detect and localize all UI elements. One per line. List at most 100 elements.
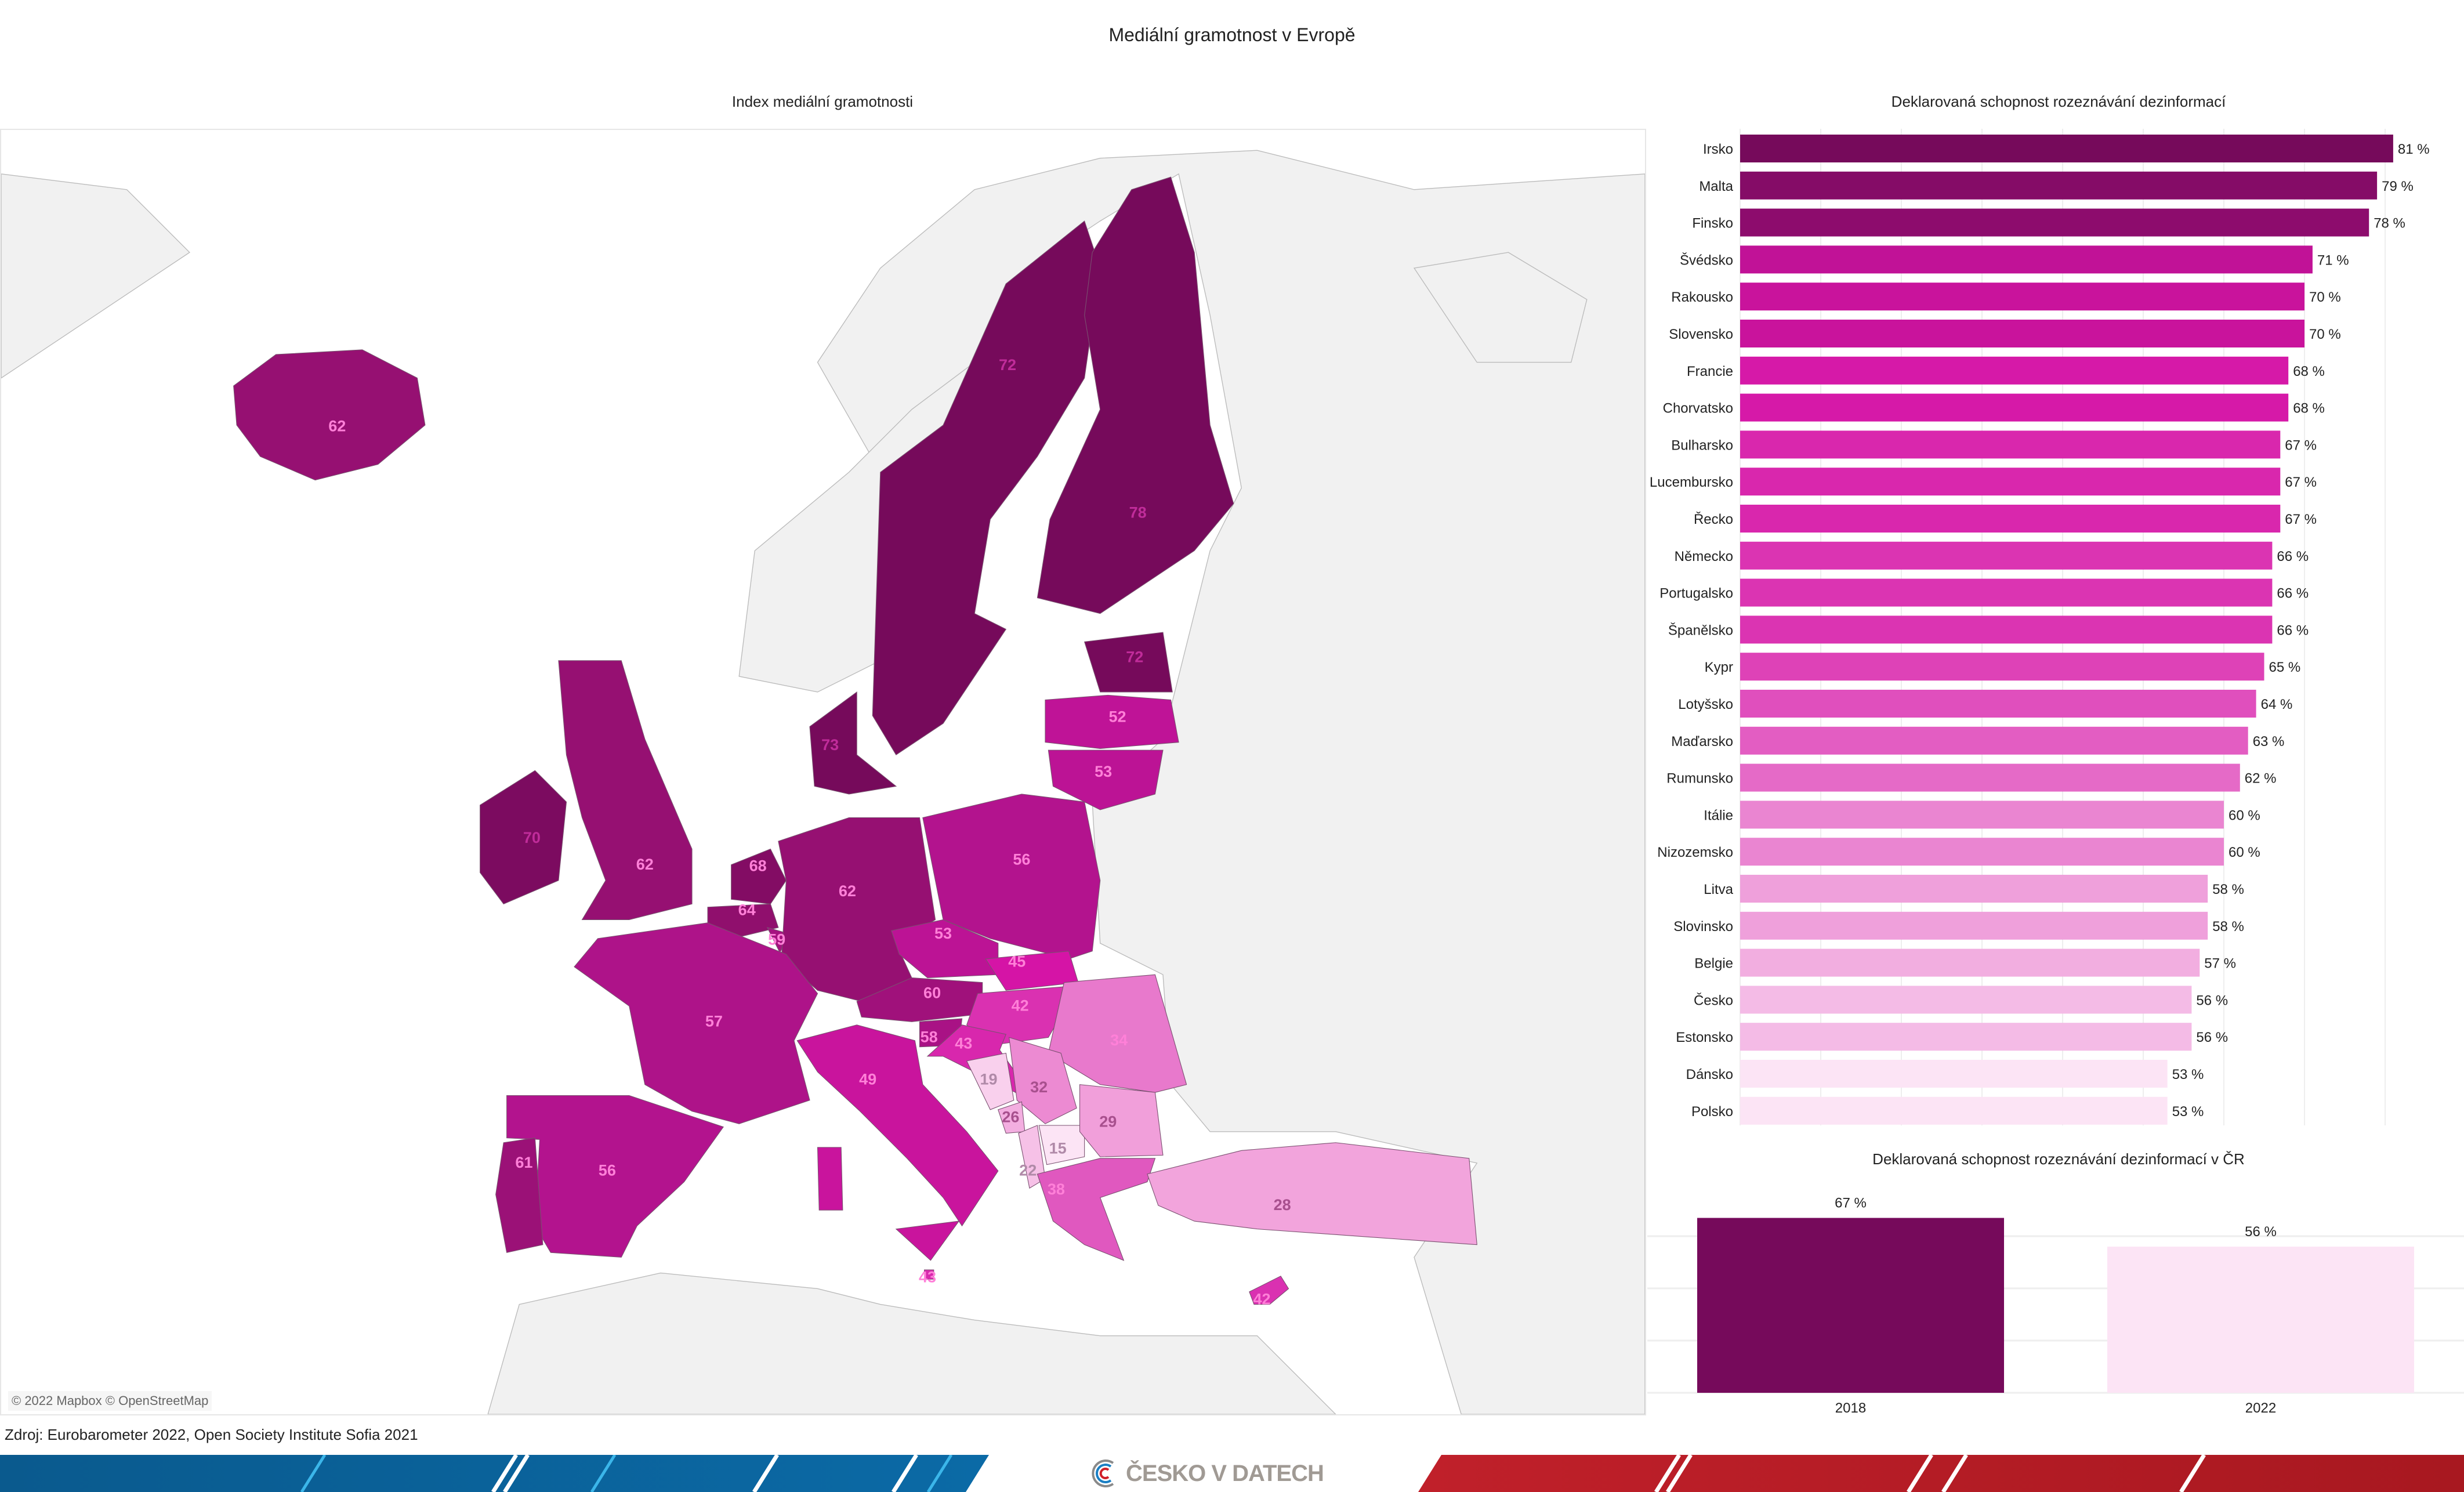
map-value-label: 45 (1008, 953, 1026, 970)
bar-Lotyšsko[interactable] (1740, 690, 2256, 718)
bar-Rakousko[interactable] (1740, 283, 2304, 311)
country-mk[interactable] (1038, 1125, 1085, 1165)
bar-Česko[interactable] (1740, 986, 2192, 1014)
bar-Belgie[interactable] (1740, 948, 2200, 977)
bar-value-label: 67 % (2285, 475, 2317, 490)
footer-banner (0, 1455, 2464, 1492)
bar-category-label: Irsko (1703, 142, 1733, 157)
map-attribution[interactable]: © 2022 Mapbox © OpenStreetMap (8, 1391, 212, 1411)
country-pt[interactable] (495, 1138, 543, 1253)
bar-Malta[interactable] (1740, 171, 2378, 200)
bar-2022[interactable] (2107, 1247, 2414, 1393)
bar-Polsko[interactable] (1740, 1096, 2168, 1125)
country-nl[interactable] (731, 848, 787, 904)
country-ba[interactable] (966, 1052, 1014, 1110)
country-tr[interactable] (1147, 1142, 1477, 1245)
bar-category-label: Polsko (1691, 1104, 1733, 1120)
bar-Maďarsko[interactable] (1740, 726, 2248, 755)
country-se[interactable] (872, 220, 1101, 755)
map-value-label: 62 (839, 882, 856, 900)
bar-Chorvatsko[interactable] (1740, 393, 2289, 422)
country-it[interactable] (796, 1024, 999, 1227)
map-value-label: 43 (955, 1034, 972, 1052)
map-title: Index mediální gramotnosti (731, 93, 914, 110)
bar-value-label: 68 % (2293, 364, 2325, 379)
bar-value-label: 66 % (2277, 622, 2309, 638)
map-value-label: 43 (919, 1269, 936, 1286)
map-value-label: 73 (821, 736, 839, 754)
bar-Slovinsko[interactable] (1740, 911, 2208, 940)
bar-Španělsko[interactable] (1740, 615, 2273, 644)
country-ee[interactable] (1084, 632, 1173, 693)
bar-category-label: Švédsko (1680, 252, 1733, 268)
country-it-island[interactable] (817, 1147, 843, 1211)
country-fr[interactable] (574, 922, 818, 1124)
bar-value-label: 78 % (2374, 216, 2405, 231)
bar-Řecko[interactable] (1740, 505, 2281, 533)
bar-Slovensko[interactable] (1740, 320, 2304, 347)
bar-Německo[interactable] (1740, 541, 2273, 570)
bar-value-label: 71 % (2317, 252, 2349, 268)
country-lt[interactable] (1048, 749, 1164, 810)
bar-Švédsko[interactable] (1740, 245, 2313, 274)
country-is[interactable] (233, 349, 426, 481)
country-it-island[interactable] (895, 1221, 960, 1261)
bar-value-label: 70 % (2309, 327, 2341, 342)
bar-category-label: Česko (1694, 992, 1733, 1008)
bar-Litva[interactable] (1740, 875, 2208, 903)
map-value-label: 15 (1049, 1140, 1067, 1157)
x-tick-label: 2022 (2245, 1400, 2276, 1416)
map-value-label: 52 (1108, 708, 1126, 725)
blue-stripe (0, 1455, 989, 1492)
bar-value-label: 60 % (2229, 807, 2260, 823)
bar-value-label: 67 % (1835, 1196, 1867, 1211)
bar-Kypr[interactable] (1740, 653, 2264, 681)
logo-c-icon (1092, 1460, 1114, 1487)
bar-chart-title: Deklarovaná schopnost rozeznávání dezinf… (1891, 93, 2226, 110)
country-cy[interactable] (1249, 1276, 1289, 1305)
country-pl[interactable] (922, 794, 1101, 959)
cesko-v-datech-logo[interactable]: ČESKO V DATECH (1088, 1456, 1324, 1491)
country-lv[interactable] (1045, 694, 1179, 749)
bar-Itálie[interactable] (1740, 801, 2224, 829)
bar-category-label: Malta (1699, 179, 1733, 194)
country-bg[interactable] (1079, 1084, 1164, 1157)
map-value-label: 34 (1110, 1031, 1128, 1049)
bar-value-label: 56 % (2196, 1030, 2228, 1045)
country-uk[interactable] (558, 660, 693, 920)
bar-Finsko[interactable] (1740, 208, 2369, 237)
bar-Rumunsko[interactable] (1740, 763, 2240, 792)
bar-category-label: Portugalsko (1659, 586, 1733, 602)
bar-category-label: Chorvatsko (1663, 401, 1733, 417)
country-gr[interactable] (1037, 1158, 1156, 1261)
bar-Bulharsko[interactable] (1740, 430, 2281, 459)
bar-Lucembursko[interactable] (1740, 468, 2281, 496)
bar-Portugalsko[interactable] (1740, 578, 2273, 607)
map-canvas[interactable]: 62 72 78 72 52 53 73 70 62 68 64 59 62 56 53 45 60 42 58 43… (1, 130, 1645, 1414)
bar-category-label: Nizozemsko (1657, 845, 1733, 860)
bar-value-label: 56 % (2196, 993, 2228, 1008)
country-mt[interactable] (924, 1269, 934, 1280)
map-value-label: 57 (705, 1012, 723, 1030)
country-dk[interactable] (809, 691, 897, 795)
country-ie[interactable] (480, 770, 567, 905)
bar-Irsko[interactable] (1740, 135, 2393, 162)
bar-Francie[interactable] (1740, 356, 2289, 385)
bar-2018[interactable] (1697, 1218, 2004, 1393)
map-value-label: 59 (768, 931, 785, 948)
map-value-label: 56 (599, 1162, 616, 1179)
map-value-label: 62 (636, 856, 654, 873)
bar-Dánsko[interactable] (1740, 1060, 2168, 1088)
map-value-label: 19 (980, 1071, 997, 1088)
map-value-label: 32 (1030, 1078, 1048, 1096)
bar-category-label: Lucembursko (1650, 475, 1733, 490)
bar-Nizozemsko[interactable] (1740, 838, 2224, 866)
bar-value-label: 53 % (2172, 1067, 2204, 1082)
map-value-label: 68 (749, 857, 767, 875)
map-value-label: 64 (738, 901, 756, 918)
europe-map[interactable]: 62 72 78 72 52 53 73 70 62 68 64 59 62 56 53 45 60 42 58 43… (0, 129, 1646, 1415)
country-rs[interactable] (1009, 1037, 1077, 1124)
bar-Estonsko[interactable] (1740, 1023, 2192, 1051)
bar-value-label: 58 % (2212, 882, 2244, 897)
country-fi[interactable] (1037, 176, 1234, 614)
